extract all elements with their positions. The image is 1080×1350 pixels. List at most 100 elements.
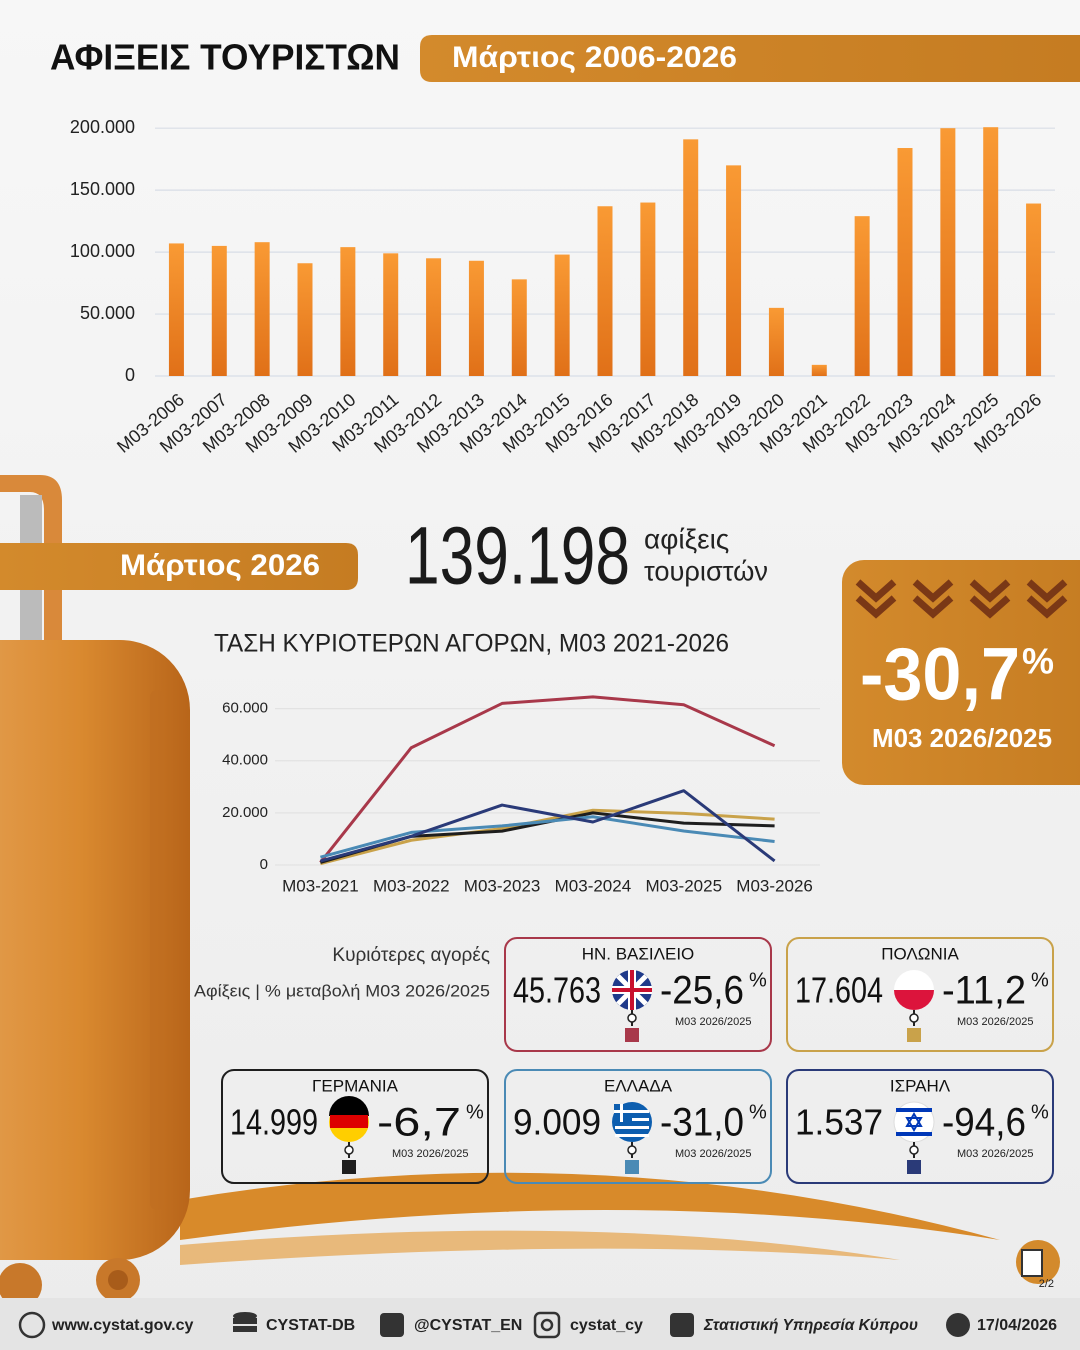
market-percent: % (749, 1101, 767, 1123)
footer-x: @CYSTAT_EN (414, 1317, 522, 1334)
x-tick-label: Μ03-2023 (464, 876, 541, 895)
pin-base (625, 1160, 639, 1174)
bar (297, 263, 313, 376)
pin (627, 1013, 637, 1023)
flag (612, 970, 652, 1010)
y-tick-label: 20.000 (222, 804, 268, 821)
month-banner (0, 543, 358, 590)
headline-arrivals: 139.198 (405, 511, 630, 602)
bar (640, 202, 656, 376)
y-tick-label: 0 (125, 365, 135, 385)
change-period: Μ03 2026/2025 (872, 723, 1052, 753)
pin-base (342, 1160, 356, 1174)
market-arrivals: 17.604 (795, 970, 883, 1011)
x-tick-label: Μ03-2025 (645, 876, 722, 895)
bar (254, 242, 270, 376)
footer-database: CYSTAT-DB (266, 1317, 355, 1334)
y-tick-label: 150.000 (70, 179, 135, 199)
flag (614, 1110, 632, 1113)
y-tick-label: 0 (260, 856, 268, 873)
flag (896, 1132, 932, 1136)
market-percent: % (1031, 969, 1049, 991)
pin (909, 1145, 919, 1155)
market-percent: % (466, 1101, 484, 1123)
pin (909, 1013, 919, 1023)
flag (615, 1134, 649, 1137)
bar (511, 279, 527, 376)
line (320, 808, 775, 866)
market-percent: % (749, 969, 767, 991)
y-tick-label: 200.000 (70, 117, 135, 137)
flag (894, 970, 934, 990)
bar (726, 165, 742, 376)
line (319, 695, 776, 864)
x-tick-label: Μ03-2024 (555, 876, 632, 895)
market-name: ΓΕΡΜΑΝΙΑ (312, 1076, 399, 1095)
swoosh (180, 1172, 1000, 1240)
flag (330, 1115, 368, 1128)
bar (683, 139, 699, 376)
market-card (504, 937, 772, 1052)
market-name: ΕΛΛΑΔΑ (604, 1076, 673, 1095)
bar (597, 206, 613, 376)
market-name: ΠΟΛΩΝΙΑ (881, 944, 959, 963)
market-change: -31,0 (660, 1101, 744, 1145)
flag (905, 1112, 923, 1132)
market-card (504, 1069, 772, 1184)
market-card (786, 937, 1054, 1052)
markets-heading: Κυριότερες αγορές (332, 945, 490, 966)
market-period: Μ03 2026/2025 (957, 1148, 1033, 1160)
bar (940, 128, 956, 376)
line-chart-title: ΤΑΣΗ ΚΥΡΙΟΤΕΡΩΝ ΑΓΟΡΩΝ, Μ03 2021-2026 (214, 630, 729, 658)
bar (426, 258, 442, 376)
market-change: -11,2 (942, 969, 1026, 1013)
market-period: Μ03 2026/2025 (957, 1016, 1033, 1028)
bar (554, 254, 570, 376)
pin (627, 1145, 637, 1155)
line (320, 789, 776, 863)
footer-bar (0, 1298, 1080, 1350)
y-tick-label: 100.000 (70, 241, 135, 261)
bar (211, 245, 227, 376)
flag (894, 990, 934, 1010)
headline-label: τουριστών (644, 555, 768, 586)
bar (983, 127, 999, 376)
pin-base (907, 1028, 921, 1042)
market-name: ΙΣΡΑΗΛ (890, 1076, 951, 1095)
page-number: 2/2 (1039, 1278, 1054, 1290)
bar (340, 247, 356, 376)
bar (897, 148, 913, 376)
x-tick-label: Μ03-2026 (736, 876, 813, 895)
market-card (221, 1069, 489, 1184)
market-card (786, 1069, 1054, 1184)
market-change: -94,6 (942, 1101, 1026, 1145)
flag (615, 1126, 649, 1129)
bar (468, 260, 484, 376)
market-arrivals: 45.763 (513, 970, 601, 1011)
flag (896, 1108, 932, 1112)
x-tick-label: Μ03-2021 (282, 876, 359, 895)
market-name: ΗΝ. ΒΑΣΙΛΕΙΟ (582, 944, 695, 963)
market-percent: % (1031, 1101, 1049, 1123)
flag (329, 1096, 369, 1116)
market-arrivals: 1.537 (795, 1102, 883, 1143)
market-change: -25,6 (660, 969, 744, 1013)
change-percent: % (1022, 641, 1054, 682)
markets-subheading: Αφίξεις | % μεταβολή Μ03 2026/2025 (194, 981, 490, 1000)
bar (854, 216, 870, 376)
market-change: -6,7 (377, 1101, 461, 1145)
y-tick-label: 50.000 (80, 303, 135, 323)
bar (811, 364, 827, 376)
footer-facebook: Στατιστική Υπηρεσία Κύπρου (703, 1317, 918, 1334)
swoosh (180, 1230, 900, 1265)
market-arrivals: 9.009 (513, 1102, 601, 1143)
suitcase (0, 475, 190, 1307)
pin-base (907, 1160, 921, 1174)
x-tick-label: Μ03-2022 (373, 876, 450, 895)
bar (768, 307, 784, 376)
headline-label: αφίξεις (644, 523, 729, 554)
footer-date: 17/04/2026 (977, 1317, 1057, 1334)
bar (383, 253, 399, 376)
